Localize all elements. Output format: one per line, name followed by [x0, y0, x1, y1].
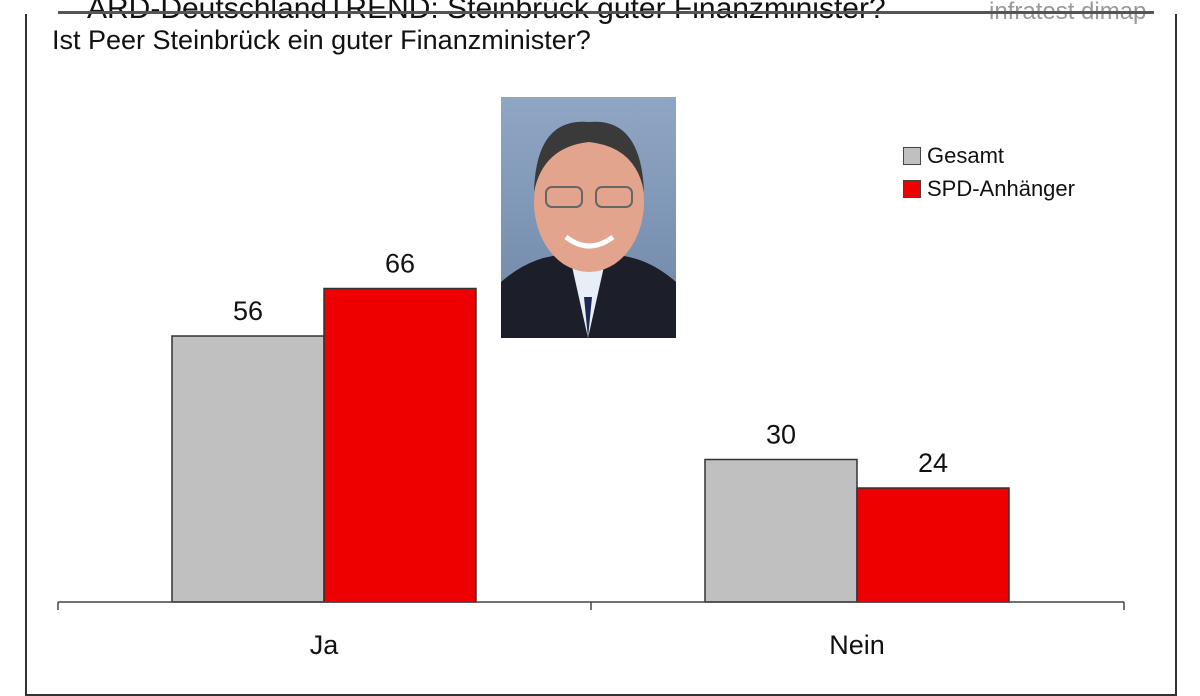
- legend-item-spd: SPD-Anhänger: [903, 176, 1075, 202]
- bar-nein-0: [704, 458, 858, 603]
- data-label: 56: [233, 296, 263, 326]
- x-tick-label: Ja: [310, 630, 340, 660]
- bar-ja-0: [171, 335, 325, 603]
- data-label: 24: [918, 448, 948, 478]
- legend-item-gesamt: Gesamt: [903, 143, 1004, 169]
- data-label: 66: [385, 249, 415, 279]
- legend-swatch-spd: [903, 180, 921, 198]
- portrait-photo: [501, 97, 676, 338]
- bar-nein-1: [856, 487, 1010, 603]
- bar-chart: 56 66 Ja 30 24 Nein: [57, 249, 1125, 660]
- header-rule: [58, 11, 1154, 14]
- x-tick-label: Nein: [829, 630, 885, 660]
- chart-question: Ist Peer Steinbrück ein guter Finanzmini…: [52, 25, 591, 55]
- data-label: 30: [766, 420, 796, 450]
- bar-ja-1: [323, 287, 477, 603]
- legend-swatch-gesamt: [903, 147, 921, 165]
- legend-label: SPD-Anhänger: [927, 176, 1075, 201]
- legend-label: Gesamt: [927, 143, 1005, 168]
